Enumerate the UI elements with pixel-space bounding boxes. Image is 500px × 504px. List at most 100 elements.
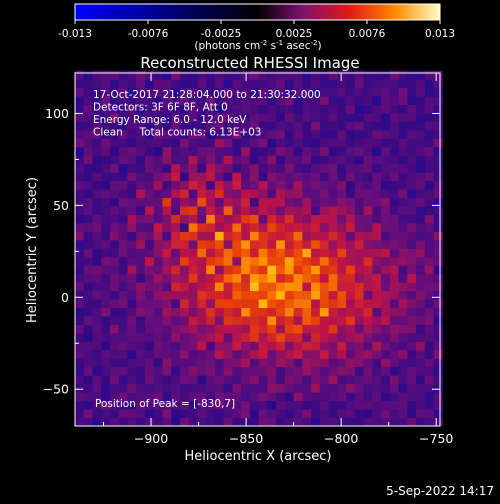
- heatmap-cell: [214, 163, 225, 173]
- heatmap-cell: [171, 172, 181, 182]
- heatmap-cell: [241, 172, 251, 182]
- heatmap-cell: [109, 96, 120, 106]
- heatmap-cell: [416, 104, 426, 114]
- heatmap-cell: [188, 96, 198, 106]
- heatmap-cell: [311, 265, 321, 275]
- heatmap-cell: [188, 417, 198, 427]
- heatmap-cell: [162, 180, 172, 190]
- heatmap-cell: [197, 239, 207, 249]
- heatmap-cell: [328, 307, 338, 317]
- heatmap-cell: [197, 223, 207, 232]
- heatmap-cell: [389, 223, 399, 232]
- heatmap-cell: [389, 265, 399, 275]
- heatmap-cell: [162, 349, 172, 359]
- colorbar-label: (photons cm-2 s-1 asec-2): [194, 39, 321, 52]
- heatmap-cell: [389, 299, 399, 308]
- heatmap-cell: [101, 366, 111, 376]
- heatmap-cell: [267, 265, 277, 275]
- heatmap-cell: [433, 70, 443, 80]
- heatmap-cell: [267, 409, 277, 418]
- heatmap-cell: [188, 324, 198, 334]
- heatmap-cell: [75, 400, 85, 410]
- heatmap-cell: [118, 113, 128, 122]
- heatmap-cell: [302, 341, 312, 351]
- heatmap-cell: [354, 332, 364, 342]
- heatmap-cell: [249, 248, 260, 258]
- heatmap-cell: [206, 409, 216, 418]
- heatmap-cell: [354, 417, 364, 427]
- heatmap-cell: [162, 129, 172, 139]
- heatmap-cell: [407, 248, 417, 258]
- heatmap-cell: [354, 223, 364, 232]
- heatmap-cell: [188, 307, 198, 317]
- heatmap-cell: [249, 349, 260, 359]
- heatmap-cell: [372, 273, 382, 283]
- heatmap-cell: [381, 409, 391, 418]
- heatmap-cell: [284, 349, 295, 359]
- heatmap-cell: [398, 366, 408, 376]
- heatmap-cell: [276, 409, 286, 418]
- heatmap-cell: [223, 113, 233, 122]
- heatmap-cell: [162, 358, 172, 368]
- heatmap-cell: [136, 282, 146, 292]
- heatmap-cell: [276, 121, 286, 131]
- heatmap-cell: [346, 409, 356, 418]
- heatmap-cell: [363, 332, 373, 342]
- heatmap-cell: [223, 197, 233, 207]
- heatmap-cell: [197, 375, 207, 385]
- heatmap-cell: [223, 138, 233, 148]
- heatmap-cell: [179, 341, 190, 351]
- heatmap-cell: [214, 96, 225, 106]
- heatmap-cell: [136, 206, 146, 215]
- heatmap-cell: [136, 155, 146, 165]
- heatmap-cell: [363, 231, 373, 241]
- heatmap-cell: [363, 248, 373, 258]
- heatmap-cell: [284, 290, 295, 300]
- heatmap-cell: [171, 316, 181, 325]
- heatmap-cell: [223, 206, 233, 215]
- heatmap-cell: [223, 104, 233, 114]
- heatmap-cell: [311, 307, 321, 317]
- heatmap-cell: [188, 214, 198, 224]
- heatmap-cell: [153, 189, 163, 199]
- heatmap-cell: [363, 409, 373, 418]
- heatmap-cell: [354, 282, 364, 292]
- heatmap-cell: [214, 400, 225, 410]
- heatmap-cell: [354, 197, 364, 207]
- heatmap-cell: [232, 239, 242, 249]
- heatmap-cell: [232, 256, 242, 266]
- heatmap-cell: [75, 307, 85, 317]
- heatmap-cell: [293, 392, 303, 402]
- heatmap-cell: [179, 417, 190, 427]
- heatmap-cell: [136, 332, 146, 342]
- heatmap-cell: [328, 197, 338, 207]
- heatmap-cell: [109, 239, 120, 249]
- heatmap-cell: [328, 409, 338, 418]
- heatmap-cell: [197, 341, 207, 351]
- heatmap-cell: [354, 273, 364, 283]
- x-tick-label: −750: [419, 431, 453, 446]
- heatmap-cell: [162, 87, 172, 97]
- heatmap-cell: [92, 341, 102, 351]
- heatmap-cell: [179, 206, 190, 215]
- heatmap-cell: [381, 239, 391, 249]
- heatmap-cell: [276, 375, 286, 385]
- heatmap-cell: [363, 392, 373, 402]
- heatmap-cell: [162, 375, 172, 385]
- heatmap-cell: [83, 155, 93, 165]
- heatmap-cell: [153, 104, 163, 114]
- heatmap-cell: [363, 214, 373, 224]
- heatmap-cell: [241, 248, 251, 258]
- heatmap-cell: [92, 256, 102, 266]
- heatmap-cell: [249, 400, 260, 410]
- heatmap-cell: [389, 189, 399, 199]
- heatmap-cell: [153, 290, 163, 300]
- heatmap-cell: [267, 197, 277, 207]
- heatmap-cell: [197, 417, 207, 427]
- heatmap-cell: [249, 282, 260, 292]
- heatmap-cell: [249, 341, 260, 351]
- heatmap-cell: [267, 70, 277, 80]
- heatmap-cell: [197, 163, 207, 173]
- heatmap-cell: [389, 231, 399, 241]
- heatmap-cell: [416, 129, 426, 139]
